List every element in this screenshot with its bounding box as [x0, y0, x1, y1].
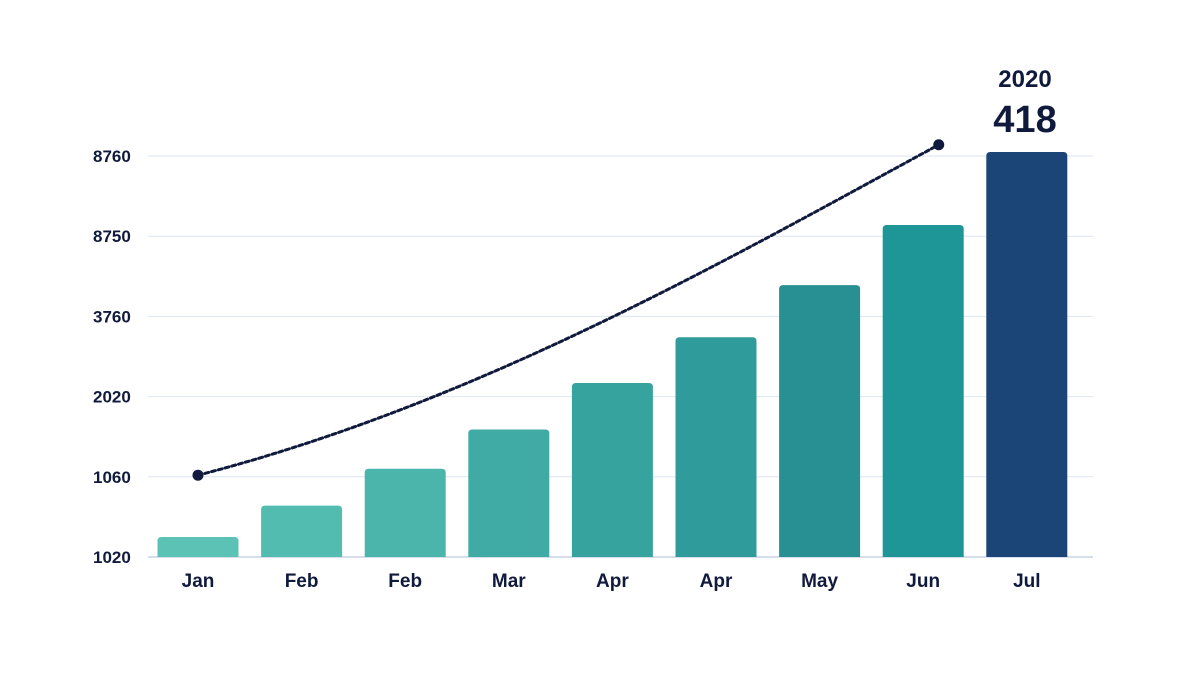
bars: [157, 151, 1068, 558]
bar: [468, 429, 550, 557]
x-tick-label: Feb: [285, 571, 319, 592]
x-tick-label: May: [801, 571, 838, 592]
x-axis-ticks: Jan Feb Feb Mar Apr Apr May Jun Jul: [182, 571, 1041, 592]
bar: [364, 468, 446, 557]
y-tick-label: 1020: [93, 548, 131, 567]
x-tick-label: Jul: [1013, 571, 1040, 592]
y-tick-label: 3760: [93, 307, 131, 326]
bar: [157, 536, 239, 557]
x-tick-label: Apr: [700, 571, 733, 592]
y-axis-ticks: 1020 1060 2020 3760 8750 8760: [93, 147, 131, 567]
y-tick-label: 1060: [93, 468, 131, 487]
bar: [986, 151, 1068, 558]
trend-start-point: [192, 469, 204, 481]
bar: [571, 382, 653, 557]
bar: [675, 337, 757, 557]
x-tick-label: Jun: [906, 571, 940, 592]
trend-line: [196, 143, 941, 477]
y-tick-label: 8750: [93, 227, 131, 246]
highlight-annotation: 2020 418: [993, 66, 1056, 141]
bar: [779, 285, 861, 557]
y-tick-label: 2020: [93, 388, 131, 407]
bar: [261, 505, 343, 557]
x-tick-label: Mar: [492, 571, 526, 592]
bar: [882, 224, 964, 558]
trend-end-point: [933, 139, 945, 151]
x-tick-label: Apr: [596, 571, 629, 592]
x-tick-label: Jan: [182, 571, 215, 592]
annotation-value: 418: [993, 99, 1056, 141]
trend-line-group: [192, 139, 945, 481]
annotation-year: 2020: [998, 66, 1051, 93]
x-tick-label: Feb: [388, 571, 422, 592]
y-tick-label: 8760: [93, 147, 131, 166]
